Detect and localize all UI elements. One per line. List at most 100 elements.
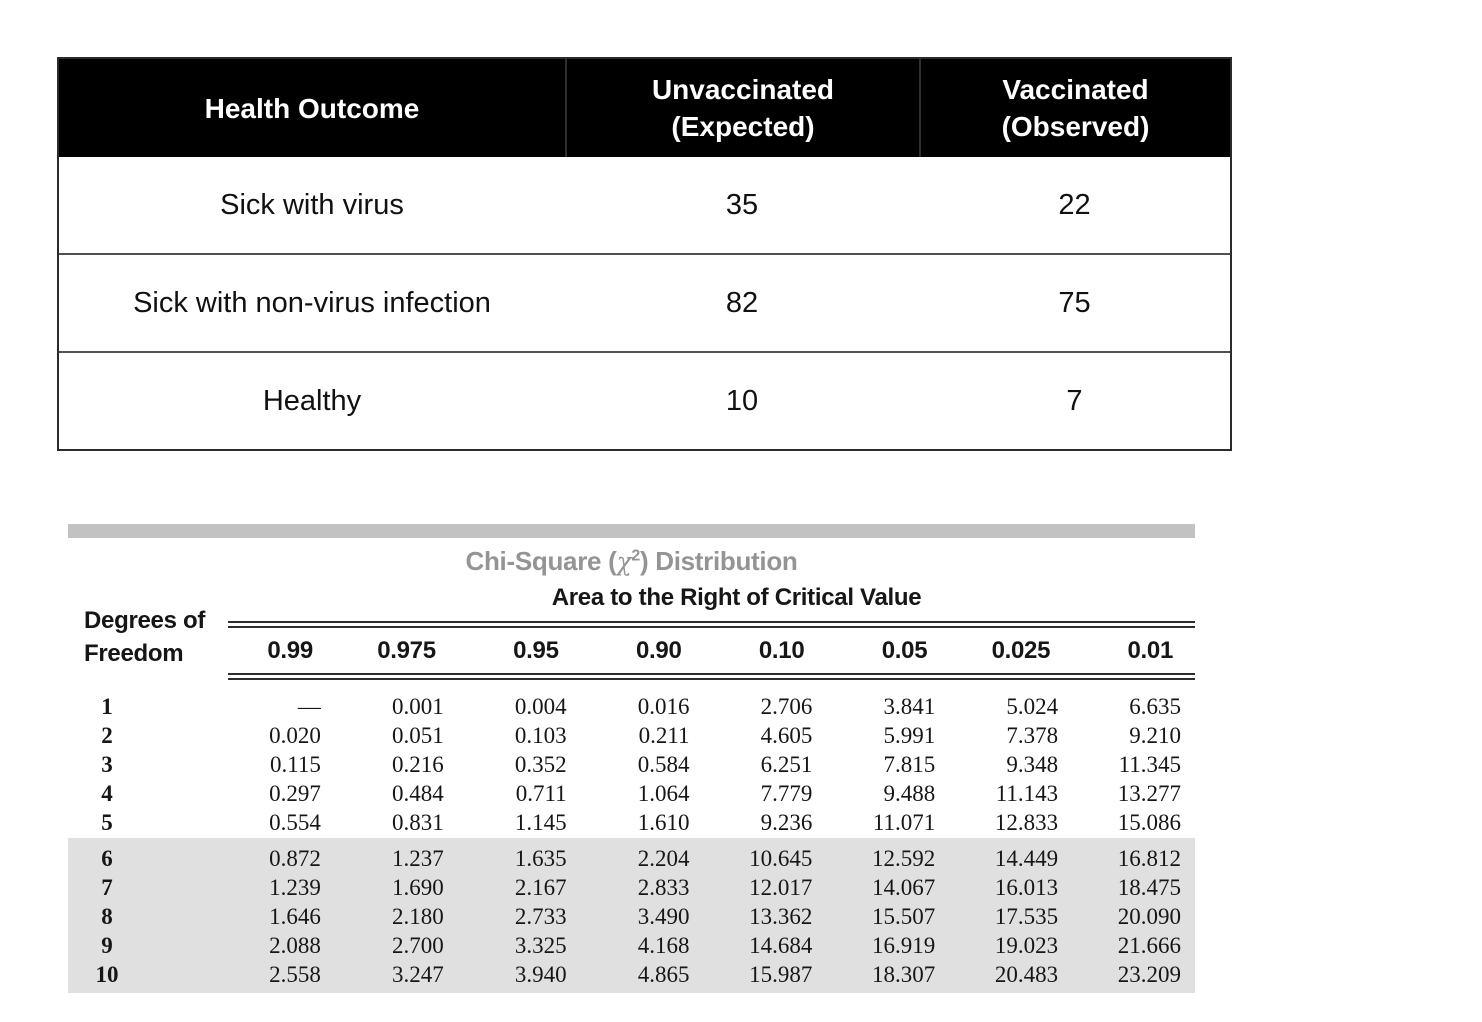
header-cell-vaccinated: Vaccinated (Observed) — [919, 59, 1230, 157]
df-value: 1 — [101, 693, 113, 719]
chi-table-row: 4 0.297 0.484 0.711 1.064 7.779 9.488 11.143 13.… — [68, 779, 1195, 808]
cell-vaccinated: 22 — [1058, 188, 1091, 221]
critical-value: 0.297 — [269, 780, 321, 806]
header-cell-health-outcome: Health Outcome — [59, 59, 565, 157]
chi-table-row: 9 2.088 2.700 3.325 4.168 14.684 16.919 19.023 2… — [68, 931, 1195, 960]
critical-value: 3.841 — [883, 693, 936, 719]
cell-unvaccinated: 35 — [725, 188, 759, 221]
critical-value: 0.115 — [269, 751, 321, 777]
critical-value: 10.645 — [749, 845, 813, 871]
critical-value: 0.020 — [269, 722, 321, 748]
table-row: Sick with virus 35 22 — [59, 157, 1230, 253]
table-row: Healthy 10 7 — [59, 351, 1230, 449]
critical-value: 1.610 — [637, 809, 690, 835]
critical-value: 11.345 — [1118, 751, 1181, 777]
cell-unvaccinated: 10 — [725, 384, 759, 417]
double-rule-top — [228, 621, 1195, 628]
critical-value: 18.307 — [872, 961, 936, 987]
double-rule-bottom — [228, 673, 1195, 680]
chi-table-row: 3 0.115 0.216 0.352 0.584 6.251 7.815 9.348 11.3… — [68, 750, 1195, 779]
critical-value: 0.584 — [637, 751, 690, 777]
critical-value: 2.733 — [514, 903, 567, 929]
chi-table-row: 6 0.872 1.237 1.635 2.204 10.645 12.592 14.449 1… — [68, 844, 1195, 873]
critical-value: 1.239 — [269, 874, 321, 900]
area-column-header: 0.025 — [991, 637, 1051, 664]
critical-value: 0.352 — [514, 751, 567, 777]
critical-value: 2.833 — [637, 874, 690, 900]
header-label-line1: Vaccinated — [1002, 74, 1149, 105]
critical-value: 15.987 — [749, 961, 813, 987]
critical-value: 0.216 — [392, 751, 444, 777]
chi-table-row: 2 0.020 0.051 0.103 0.211 4.605 5.991 7.378 9.21… — [68, 721, 1195, 750]
df-value: 5 — [101, 809, 113, 835]
df-value: 2 — [101, 722, 113, 748]
header-label: Health Outcome — [204, 92, 420, 124]
critical-value: — — [297, 693, 321, 719]
critical-value: 0.711 — [515, 780, 567, 806]
critical-value: 11.071 — [872, 809, 936, 835]
critical-value: 4.865 — [637, 961, 690, 987]
df-value: 9 — [101, 932, 113, 958]
critical-value: 0.004 — [514, 693, 567, 719]
critical-value: 20.483 — [994, 961, 1059, 987]
critical-value: 16.812 — [1117, 845, 1181, 871]
critical-value: 5.991 — [883, 722, 936, 748]
critical-value: 17.535 — [994, 903, 1059, 929]
chi-rows-unshaded: 1 — 0.001 0.004 0.016 2.706 3.841 5.024 6.635 2 0.… — [68, 692, 1195, 837]
critical-value: 14.067 — [872, 874, 936, 900]
chi-rows-shaded-band: 6 0.872 1.237 1.635 2.204 10.645 12.592 14.449 1… — [68, 838, 1195, 993]
critical-value: 9.236 — [760, 809, 813, 835]
critical-value: 4.605 — [760, 722, 813, 748]
critical-value: 16.013 — [994, 874, 1059, 900]
area-column-header: 0.99 — [267, 637, 313, 664]
critical-value: 18.475 — [1117, 874, 1181, 900]
critical-value: 7.779 — [760, 780, 813, 806]
degrees-of-freedom-label: Degrees of Freedom — [84, 604, 205, 670]
critical-value: 0.831 — [392, 809, 444, 835]
df-value: 10 — [95, 961, 119, 987]
area-column-headers: 0.99 0.975 0.95 0.90 0.10 0.05 0.025 0.01 — [198, 637, 1181, 665]
health-outcome-table: Health Outcome Unvaccinated (Expected) V… — [57, 57, 1232, 451]
area-column-header: 0.01 — [1127, 637, 1173, 664]
df-label-line2: Freedom — [84, 640, 184, 667]
df-value: 4 — [101, 780, 113, 806]
header-label-line2: (Observed) — [1001, 111, 1150, 142]
chi-table-row: 1 — 0.001 0.004 0.016 2.706 3.841 5.024 6.635 — [68, 692, 1195, 721]
chi-exponent: 2 — [631, 547, 640, 565]
critical-value: 13.362 — [749, 903, 813, 929]
header-label-line1: Unvaccinated — [651, 74, 835, 105]
cell-unvaccinated: 82 — [725, 286, 759, 319]
critical-value: 19.023 — [994, 932, 1059, 958]
critical-value: 6.251 — [760, 751, 813, 777]
critical-value: 9.210 — [1129, 722, 1181, 748]
health-table-body: Sick with virus 35 22 Sick with non-virus i… — [59, 157, 1230, 449]
critical-value: 3.940 — [514, 961, 567, 987]
df-value: 3 — [101, 751, 113, 777]
df-label-line1: Degrees of — [84, 607, 206, 634]
health-table-header: Health Outcome Unvaccinated (Expected) V… — [59, 59, 1230, 157]
chi-table-row: 7 1.239 1.690 2.167 2.833 12.017 14.067 16.013 1… — [68, 873, 1195, 902]
critical-value: 1.145 — [514, 809, 567, 835]
cell-vaccinated: 7 — [1066, 384, 1083, 417]
cell-vaccinated: 75 — [1058, 286, 1091, 319]
critical-value: 14.449 — [994, 845, 1059, 871]
critical-value: 3.247 — [392, 961, 444, 987]
critical-value: 0.001 — [392, 693, 444, 719]
area-column-header: 0.975 — [377, 637, 436, 664]
critical-value: 7.815 — [883, 751, 936, 777]
critical-value: 1.646 — [269, 903, 321, 929]
chi-symbol: χ — [616, 547, 632, 576]
critical-value: 11.143 — [995, 780, 1059, 806]
df-value: 6 — [101, 845, 113, 871]
critical-value: 0.016 — [637, 693, 690, 719]
critical-value: 1.690 — [392, 874, 444, 900]
critical-value: 0.051 — [392, 722, 444, 748]
critical-value: 2.700 — [392, 932, 444, 958]
critical-value: 20.090 — [1117, 903, 1181, 929]
critical-value: 2.204 — [637, 845, 690, 871]
critical-value: 16.919 — [872, 932, 936, 958]
critical-value: 5.024 — [1006, 693, 1059, 719]
critical-value: 9.348 — [1006, 751, 1059, 777]
chi-square-title: Chi-Square (χ2) Distribution — [68, 546, 1195, 577]
